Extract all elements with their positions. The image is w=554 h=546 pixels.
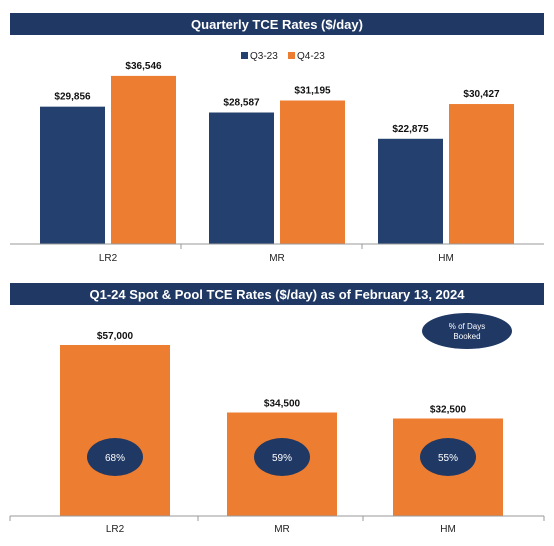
days-booked-value-mr: 59% <box>272 453 292 464</box>
days-booked-ellipse-hm <box>420 438 476 476</box>
bar-mr-q3-23 <box>209 112 274 244</box>
category-label-q1-hm: HM <box>440 524 456 535</box>
bar-hm-q3-23 <box>378 138 443 244</box>
bar-hm-q4-23 <box>449 104 514 244</box>
data-label-lr2-q4-23: $36,546 <box>125 61 162 72</box>
category-label-q1-mr: MR <box>274 524 290 535</box>
data-label-q1-mr: $34,500 <box>264 399 301 410</box>
data-label-q1-hm: $32,500 <box>430 405 467 416</box>
days-booked-ellipse-mr <box>254 438 310 476</box>
category-label-hm: HM <box>438 253 454 264</box>
legend-swatch-q3-23 <box>241 52 248 59</box>
legend-swatch-q4-23 <box>288 52 295 59</box>
data-label-mr-q4-23: $31,195 <box>294 86 331 97</box>
category-label-q1-lr2: LR2 <box>106 524 125 535</box>
days-booked-ellipse-lr2 <box>87 438 143 476</box>
days-booked-legend-ellipse <box>422 313 512 349</box>
legend-label-q4-23: Q4-23 <box>297 51 325 62</box>
data-label-q1-lr2: $57,000 <box>97 331 134 342</box>
bar-lr2-q4-23 <box>111 75 176 244</box>
bar-mr-q4-23 <box>280 100 345 245</box>
days-booked-value-hm: 55% <box>438 453 458 464</box>
bar-lr2-q3-23 <box>40 106 105 244</box>
data-label-hm-q4-23: $30,427 <box>463 89 500 100</box>
category-label-lr2: LR2 <box>99 253 118 264</box>
days-booked-legend-line2: Booked <box>453 332 480 341</box>
data-label-mr-q3-23: $28,587 <box>223 97 260 108</box>
days-booked-legend-line1: % of Days <box>449 322 485 331</box>
bar-q1-lr2 <box>60 345 170 516</box>
bottom-chart-title: Q1-24 Spot & Pool TCE Rates ($/day) as o… <box>10 283 544 305</box>
category-label-mr: MR <box>269 253 285 264</box>
data-label-hm-q3-23: $22,875 <box>392 124 429 135</box>
data-label-lr2-q3-23: $29,856 <box>54 92 91 103</box>
legend-label-q3-23: Q3-23 <box>250 51 278 62</box>
days-booked-value-lr2: 68% <box>105 453 125 464</box>
top-chart-title: Quarterly TCE Rates ($/day) <box>10 13 544 35</box>
